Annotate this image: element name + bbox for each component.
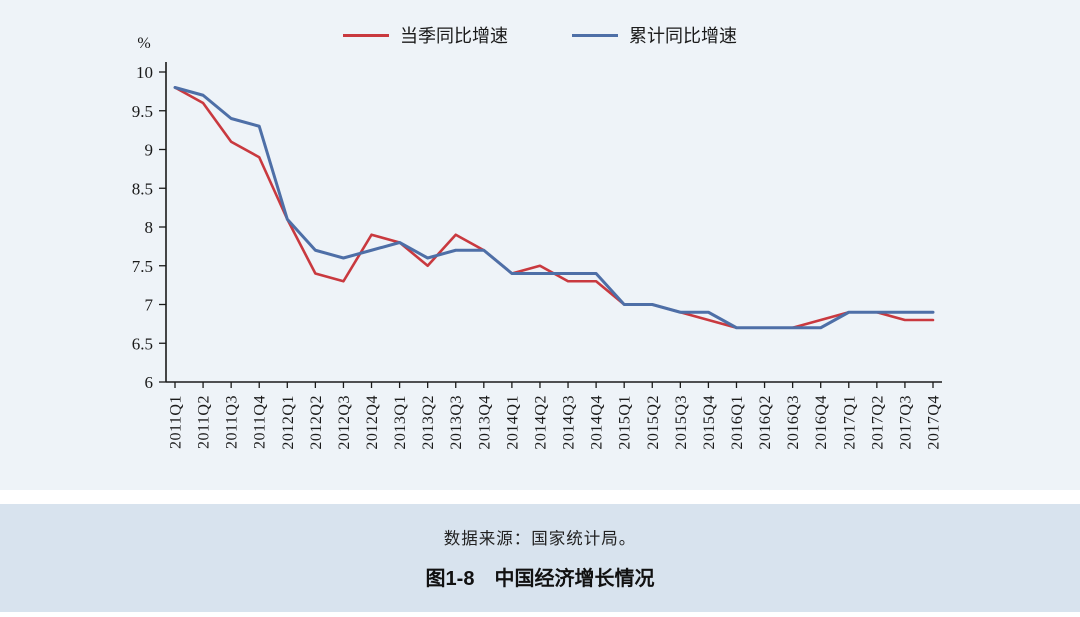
bottom-strip: [0, 612, 1080, 617]
x-tick-label: 2017Q4: [926, 395, 943, 450]
x-tick-label: 2015Q4: [701, 395, 718, 450]
x-tick-label: 2012Q1: [280, 395, 297, 450]
x-tick-label: 2011Q1: [168, 395, 185, 449]
y-tick-label: 6.5: [132, 334, 153, 353]
x-tick-label: 2014Q1: [504, 395, 521, 450]
y-axis-unit-label: %: [137, 35, 150, 52]
x-tick-label: 2016Q3: [785, 395, 802, 450]
y-tick-label: 7.5: [132, 257, 153, 276]
y-tick-label: 8: [145, 218, 154, 237]
chart-panel: 当季同比增速 累计同比增速 10 9.5 9 8.5 8 7.5 7 6.5 6% 2011Q1 2…: [0, 0, 1080, 490]
x-tick-label: 2015Q3: [673, 395, 690, 450]
x-tick-label: 2016Q2: [757, 395, 774, 450]
y-tick-label: 6: [145, 373, 154, 392]
separator-strip: [0, 490, 1080, 504]
x-tick-label: 2011Q4: [252, 395, 269, 449]
y-tick-label: 8.5: [132, 179, 153, 198]
x-tick-label: 2011Q2: [196, 395, 213, 449]
x-tick-label: 2011Q3: [224, 395, 241, 449]
line-chart: 10 9.5 9 8.5 8 7.5 7 6.5 6% 2011Q1 2011Q2 2011Q3 201…: [132, 35, 943, 450]
x-tick-label: 2012Q2: [308, 395, 325, 450]
x-tick-label: 2015Q1: [617, 395, 634, 450]
x-tick-label: 2013Q1: [392, 395, 409, 450]
x-tick-label: 2014Q2: [532, 395, 549, 450]
x-tick-label: 2015Q2: [645, 395, 662, 450]
x-tick-label: 2014Q4: [589, 395, 606, 450]
y-tick-label: 9.5: [132, 102, 153, 121]
data-source-note: 数据来源：国家统计局。: [443, 529, 637, 548]
series-line-quarterly: [173, 86, 935, 330]
x-tick-label: 2013Q3: [448, 395, 465, 450]
x-tick-label: 2017Q2: [869, 395, 886, 450]
figure-title: 图1-8 中国经济增长情况: [425, 568, 655, 590]
caption-panel: 数据来源：国家统计局。 图1-8 中国经济增长情况: [0, 504, 1080, 612]
x-tick-label: 2016Q4: [813, 395, 830, 450]
series-line-cumulative: [173, 86, 935, 330]
y-tick-label: 10: [136, 63, 153, 82]
y-tick-label: 7: [145, 296, 154, 315]
x-tick-label: 2014Q3: [561, 395, 578, 450]
x-tick-label: 2017Q3: [897, 395, 914, 450]
x-tick-label: 2017Q1: [841, 395, 858, 450]
x-tick-label: 2012Q3: [336, 395, 353, 450]
x-tick-label: 2013Q2: [420, 395, 437, 450]
y-tick-label: 9: [145, 141, 154, 160]
x-tick-label: 2012Q4: [364, 395, 381, 450]
x-tick-label: 2016Q1: [729, 395, 746, 450]
x-tick-label: 2013Q4: [476, 395, 493, 450]
